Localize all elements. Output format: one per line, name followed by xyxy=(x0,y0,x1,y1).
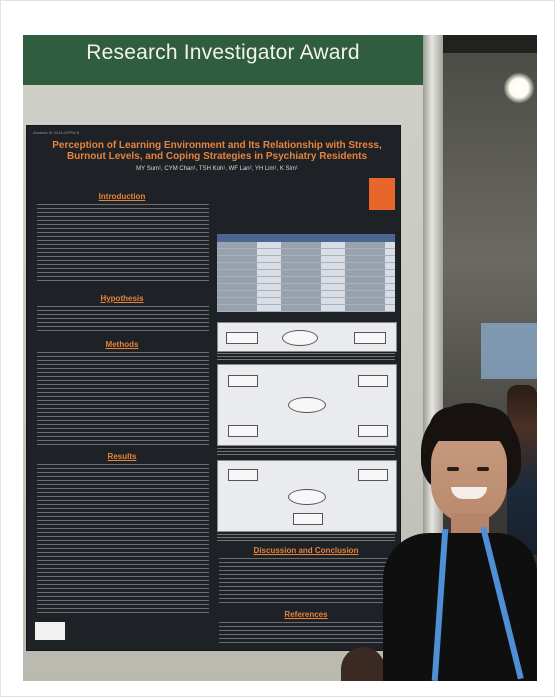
board-pole xyxy=(423,35,443,681)
presenter-face xyxy=(431,427,507,523)
results-table xyxy=(217,234,395,312)
foreground-head xyxy=(341,647,385,681)
discussion-text xyxy=(219,558,393,604)
section-references: References xyxy=(284,610,328,619)
introduction-text xyxy=(37,204,209,282)
presenter-eye-left xyxy=(447,467,459,471)
conference-photo: Research Investigator Award Abstract ID … xyxy=(23,35,537,681)
methods-text xyxy=(37,352,209,448)
section-results: Results xyxy=(107,452,137,461)
section-discussion: Discussion and Conclusion xyxy=(253,546,359,555)
award-banner: Research Investigator Award xyxy=(23,35,423,85)
research-poster: Abstract ID 2016-APPM-8 Perception of Le… xyxy=(26,125,401,651)
background-window xyxy=(481,323,537,379)
figure-2 xyxy=(217,364,397,446)
hypothesis-text xyxy=(37,306,209,334)
figure-2-caption xyxy=(217,448,395,456)
poster-authors: MY Sum¹, CYM Chan¹, TSH Koh¹, WF Lan², Y… xyxy=(136,166,298,172)
poster-header: Abstract ID 2016-APPM-8 xyxy=(33,130,80,135)
section-methods: Methods xyxy=(105,340,139,349)
figure-3 xyxy=(217,460,397,532)
ceiling-lamp xyxy=(504,73,534,103)
poster-logo-box xyxy=(369,178,395,210)
poster-title: Perception of Learning Environment and I… xyxy=(52,140,382,162)
institution-logo xyxy=(35,622,65,640)
section-introduction: Introduction xyxy=(98,192,146,201)
presenter-eye-right xyxy=(477,467,489,471)
ceiling xyxy=(443,35,537,53)
presenter-smile xyxy=(451,487,487,499)
figure-1-caption xyxy=(217,353,395,361)
figure-1 xyxy=(217,322,397,352)
figure-3-caption xyxy=(217,534,395,542)
banner-title: Research Investigator Award xyxy=(86,41,360,64)
presenter-fringe xyxy=(429,407,513,441)
references-text xyxy=(219,622,393,644)
results-text xyxy=(37,464,209,616)
section-hypothesis: Hypothesis xyxy=(100,294,144,303)
